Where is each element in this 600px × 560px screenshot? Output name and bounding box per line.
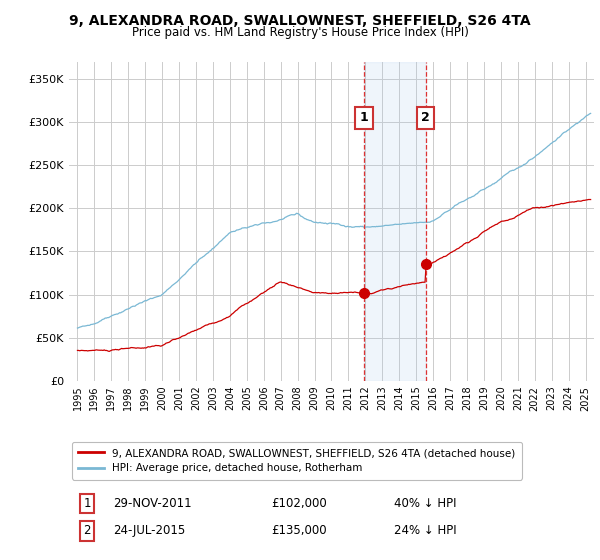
Text: 9, ALEXANDRA ROAD, SWALLOWNEST, SHEFFIELD, S26 4TA: 9, ALEXANDRA ROAD, SWALLOWNEST, SHEFFIEL… [69, 14, 531, 28]
Legend: 9, ALEXANDRA ROAD, SWALLOWNEST, SHEFFIELD, S26 4TA (detached house), HPI: Averag: 9, ALEXANDRA ROAD, SWALLOWNEST, SHEFFIEL… [71, 442, 522, 479]
Text: 29-NOV-2011: 29-NOV-2011 [113, 497, 192, 510]
Text: 2: 2 [421, 111, 430, 124]
Text: 24% ↓ HPI: 24% ↓ HPI [395, 524, 457, 538]
Bar [364, 62, 425, 381]
Text: 1: 1 [359, 111, 368, 124]
Text: 1: 1 [83, 497, 91, 510]
Text: 24-JUL-2015: 24-JUL-2015 [113, 524, 186, 538]
Text: Price paid vs. HM Land Registry's House Price Index (HPI): Price paid vs. HM Land Registry's House … [131, 26, 469, 39]
Text: 2: 2 [83, 524, 91, 538]
Text: £102,000: £102,000 [271, 497, 327, 510]
Text: £135,000: £135,000 [271, 524, 327, 538]
Text: 40% ↓ HPI: 40% ↓ HPI [395, 497, 457, 510]
